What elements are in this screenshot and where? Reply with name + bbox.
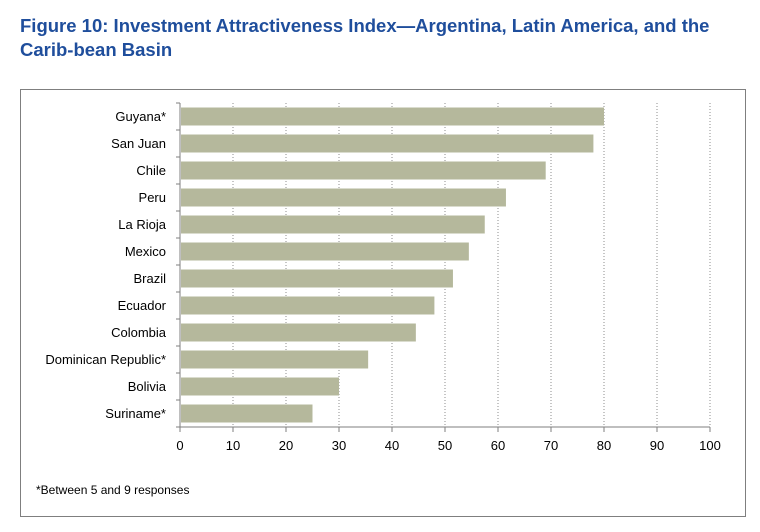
bar bbox=[181, 377, 339, 396]
category-label: La Rioja bbox=[118, 217, 166, 232]
x-tick-label: 20 bbox=[279, 438, 293, 453]
category-label: Guyana* bbox=[115, 109, 166, 124]
chart-frame bbox=[20, 89, 746, 517]
x-tick-label: 100 bbox=[699, 438, 721, 453]
bar bbox=[181, 215, 485, 234]
bar bbox=[181, 296, 435, 315]
x-tick-label: 30 bbox=[332, 438, 346, 453]
bar bbox=[181, 134, 594, 153]
category-label: Mexico bbox=[125, 244, 166, 259]
category-label: Chile bbox=[136, 163, 166, 178]
x-tick-label: 70 bbox=[544, 438, 558, 453]
bar bbox=[181, 404, 313, 423]
category-label: Colombia bbox=[111, 325, 167, 340]
bar bbox=[181, 107, 604, 126]
bar bbox=[181, 350, 369, 369]
x-tick-label: 10 bbox=[226, 438, 240, 453]
category-label: Brazil bbox=[133, 271, 166, 286]
bar bbox=[181, 242, 469, 261]
category-label: Bolivia bbox=[128, 379, 167, 394]
x-tick-label: 90 bbox=[650, 438, 664, 453]
category-label: Dominican Republic* bbox=[45, 352, 166, 367]
figure-title: Figure 10: Investment Attractiveness Ind… bbox=[20, 15, 710, 60]
category-label: Ecuador bbox=[118, 298, 167, 313]
footnote: *Between 5 and 9 responses bbox=[36, 483, 190, 497]
x-tick-label: 60 bbox=[491, 438, 505, 453]
bar bbox=[181, 323, 416, 342]
x-tick-label: 80 bbox=[597, 438, 611, 453]
bar bbox=[181, 269, 453, 288]
bar bbox=[181, 188, 506, 207]
x-tick-label: 40 bbox=[385, 438, 399, 453]
x-tick-label: 0 bbox=[176, 438, 183, 453]
category-label: Peru bbox=[139, 190, 166, 205]
category-label: Suriname* bbox=[105, 406, 166, 421]
x-tick-label: 50 bbox=[438, 438, 452, 453]
bar bbox=[181, 161, 546, 180]
category-label: San Juan bbox=[111, 136, 166, 151]
